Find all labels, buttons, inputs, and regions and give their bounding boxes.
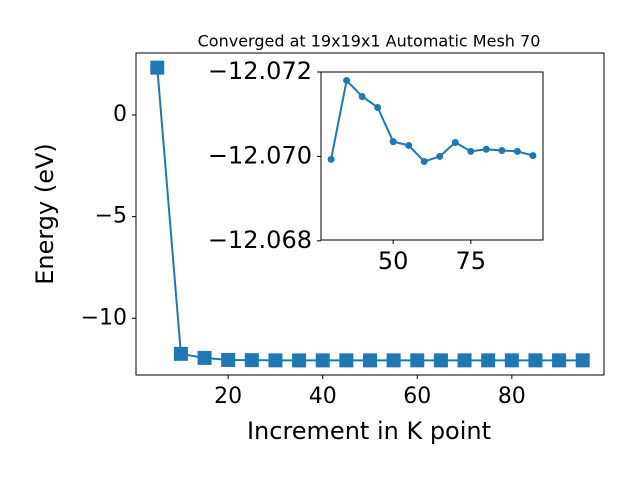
data-point <box>150 60 165 75</box>
data-point <box>481 353 496 368</box>
data-point <box>327 155 335 163</box>
data-point <box>405 141 413 149</box>
data-point <box>197 350 212 365</box>
data-point <box>244 353 259 368</box>
x-tick-label: 20 <box>214 384 242 409</box>
x-axis-label: Increment in K point <box>247 417 491 445</box>
data-point <box>436 152 444 160</box>
data-point <box>363 353 377 368</box>
x-tick-label: 60 <box>403 384 431 409</box>
data-point <box>343 76 351 84</box>
data-point <box>374 103 382 111</box>
data-point <box>358 92 366 100</box>
data-point <box>389 138 397 146</box>
chart-title: Converged at 19x19x1 Automatic Mesh 70 <box>198 32 541 51</box>
data-point <box>575 353 590 368</box>
data-point <box>467 147 475 155</box>
data-point <box>173 346 188 361</box>
data-point <box>339 353 354 368</box>
y-tick-label: −12.068 <box>208 226 312 254</box>
data-point <box>315 353 330 368</box>
y-tick-label: −12.072 <box>208 57 312 85</box>
data-point <box>457 353 472 368</box>
y-axis-label: Energy (eV) <box>31 143 59 285</box>
data-point <box>221 352 236 367</box>
data-point <box>433 353 448 368</box>
y-tick-label: −12.070 <box>208 141 312 169</box>
data-point <box>482 145 490 153</box>
data-point <box>513 147 521 155</box>
data-point <box>420 157 428 165</box>
data-point <box>498 147 506 155</box>
data-point <box>451 138 459 146</box>
x-tick-label: 75 <box>456 247 487 275</box>
y-tick-label: −5 <box>95 204 127 229</box>
data-point <box>268 353 283 368</box>
data-point <box>528 353 543 368</box>
y-tick-label: −10 <box>81 305 127 330</box>
y-tick-label: 0 <box>113 102 127 127</box>
data-point <box>552 353 567 368</box>
data-point <box>292 353 307 368</box>
data-point <box>386 353 401 368</box>
x-tick-label: 50 <box>378 247 409 275</box>
data-point <box>504 353 519 368</box>
data-point <box>410 353 425 368</box>
plot-area <box>320 71 544 241</box>
x-tick-label: 40 <box>309 384 337 409</box>
data-point <box>529 152 537 160</box>
x-tick-label: 80 <box>498 384 526 409</box>
